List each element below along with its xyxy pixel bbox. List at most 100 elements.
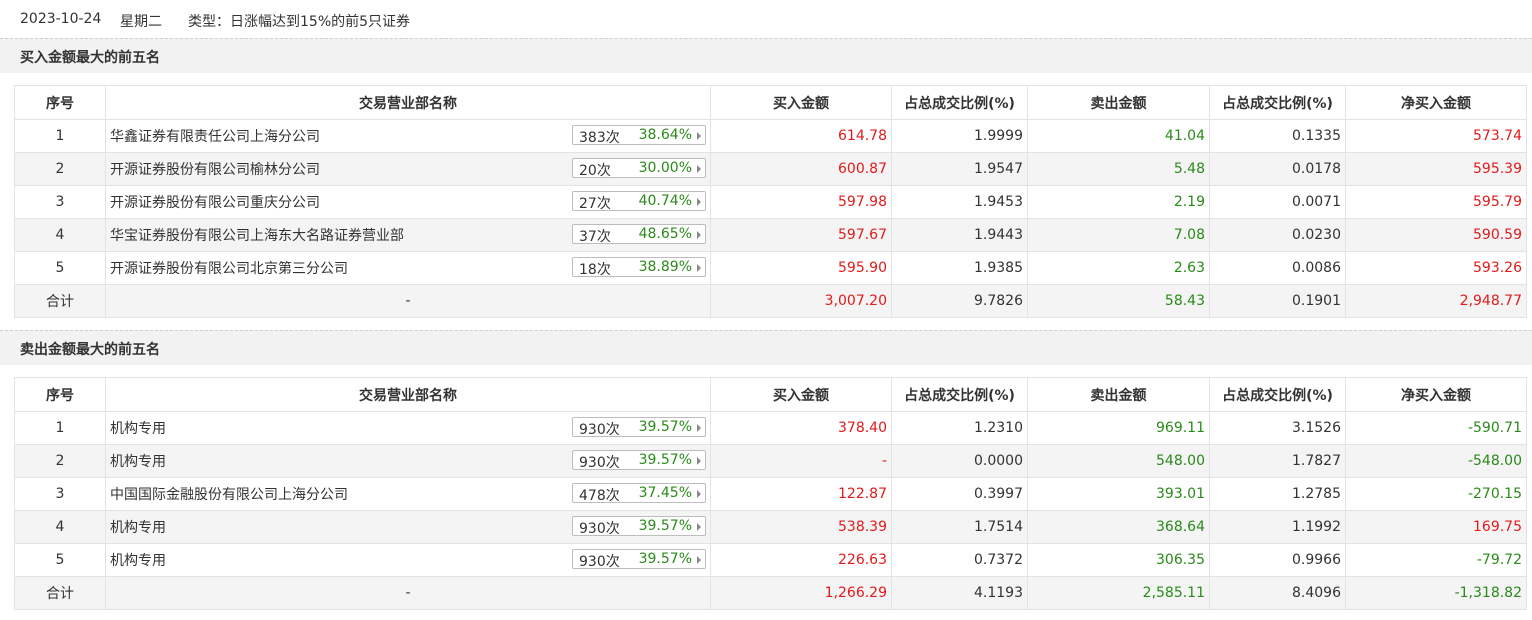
row-index: 5 — [14, 251, 106, 285]
total-sell-amount: 2,585.11 — [1027, 576, 1210, 610]
row-index: 1 — [14, 119, 106, 153]
sell-amount: 7.08 — [1027, 218, 1210, 252]
sell-amount: 5.48 — [1027, 152, 1210, 186]
table-row: 2 开源证券股份有限公司榆林分公司 20次 30.00% 600.87 1.9547 5.4… — [14, 152, 1527, 186]
chevron-right-icon — [697, 424, 701, 432]
broker-cell: 机构专用 930次 39.57% — [105, 510, 711, 544]
sell-ratio: 1.2785 — [1209, 477, 1346, 511]
sell-amount: 2.19 — [1027, 185, 1210, 219]
buy-ratio: 1.7514 — [891, 510, 1028, 544]
sell-ratio: 0.0086 — [1209, 251, 1346, 285]
sell-amount: 2.63 — [1027, 251, 1210, 285]
row-index: 4 — [14, 510, 106, 544]
broker-name-link[interactable]: 开源证券股份有限公司榆林分公司 — [110, 162, 320, 178]
chevron-right-icon — [697, 457, 701, 465]
sell-section-header: 卖出金额最大的前五名 — [0, 330, 1532, 365]
type-label: 类型：日涨幅达到15%的前5只证券 — [188, 14, 411, 30]
total-row: 合计 -1,266.29 4.1193 2,585.11 8.4096 -1,318.82 — [14, 576, 1527, 610]
total-sell-ratio: 8.4096 — [1209, 576, 1346, 610]
buy-ratio: 0.0000 — [891, 444, 1028, 478]
broker-cell: 华鑫证券有限责任公司上海分公司 383次 38.64% — [105, 119, 711, 153]
sell-ratio: 0.0230 — [1209, 218, 1346, 252]
net-buy-amount: 169.75 — [1345, 510, 1527, 544]
total-buy-ratio: 4.1193 — [891, 576, 1028, 610]
listing-count: 37次 — [579, 229, 611, 245]
total-buy-amount: 3,007.20 — [710, 284, 892, 318]
buy-amount: 597.98 — [710, 185, 892, 219]
table-row: 5 机构专用 930次 39.57% 226.63 0.7372 306.35 0.9966-… — [14, 543, 1527, 577]
broker-stats-button[interactable]: 930次 39.57% — [572, 549, 706, 570]
col-header-buy-ratio: 占总成交比例(%) — [891, 85, 1028, 120]
broker-cell: 华宝证券股份有限公司上海东大名路证券营业部 37次 48.65% — [105, 218, 711, 252]
total-broker-placeholder: - — [105, 576, 711, 610]
listing-count: 18次 — [579, 262, 611, 278]
buy-ratio: 1.9547 — [891, 152, 1028, 186]
sell-amount: 969.11 — [1027, 411, 1210, 445]
broker-cell: 开源证券股份有限公司重庆分公司 27次 40.74% — [105, 185, 711, 219]
sell-ratio: 1.1992 — [1209, 510, 1346, 544]
broker-name-link[interactable]: 中国国际金融股份有限公司上海分公司 — [110, 487, 348, 503]
col-header-sell-ratio: 占总成交比例(%) — [1209, 377, 1346, 412]
broker-name-link[interactable]: 机构专用 — [110, 421, 166, 437]
win-rate: 38.64% — [638, 127, 692, 143]
net-buy-amount: -590.71 — [1345, 411, 1527, 445]
broker-name-link[interactable]: 开源证券股份有限公司重庆分公司 — [110, 195, 320, 211]
broker-name-link[interactable]: 开源证券股份有限公司北京第三分公司 — [110, 261, 348, 277]
broker-cell: 机构专用 930次 39.57% — [105, 444, 711, 478]
listing-count: 478次 — [579, 488, 620, 504]
chevron-right-icon — [697, 165, 701, 173]
buy-ratio: 0.7372 — [891, 543, 1028, 577]
col-header-sell-ratio: 占总成交比例(%) — [1209, 85, 1346, 120]
table-row: 1 机构专用 930次 39.57% 378.40 1.2310 969.11 3.1526-… — [14, 411, 1527, 445]
sell-amount: 368.64 — [1027, 510, 1210, 544]
trade-date: 2023-10-24 — [20, 11, 102, 27]
sell-ratio: 1.7827 — [1209, 444, 1346, 478]
chevron-right-icon — [697, 556, 701, 564]
col-header-broker: 交易营业部名称 — [105, 377, 711, 412]
broker-name-link[interactable]: 机构专用 — [110, 454, 166, 470]
col-header-broker: 交易营业部名称 — [105, 85, 711, 120]
buy-ratio: 0.3997 — [891, 477, 1028, 511]
sell-top5-table: 序号 交易营业部名称 买入金额 占总成交比例(%) 卖出金额 占总成交比例(%) 净买入金额… — [14, 377, 1527, 610]
buy-amount: - — [710, 444, 892, 478]
broker-stats-button[interactable]: 37次 48.65% — [572, 224, 706, 245]
broker-stats-button[interactable]: 930次 39.57% — [572, 450, 706, 471]
listing-count: 930次 — [579, 455, 620, 471]
sell-amount: 41.04 — [1027, 119, 1210, 153]
listing-count: 20次 — [579, 163, 611, 179]
broker-name-link[interactable]: 机构专用 — [110, 553, 166, 569]
table-header-row: 序号 交易营业部名称 买入金额 占总成交比例(%) 卖出金额 占总成交比例(%) 净买入金额 — [14, 377, 1527, 412]
broker-name-link[interactable]: 机构专用 — [110, 520, 166, 536]
win-rate: 37.45% — [638, 485, 692, 501]
total-broker-placeholder: - — [105, 284, 711, 318]
broker-stats-button[interactable]: 930次 39.57% — [572, 516, 706, 537]
sell-ratio: 0.0178 — [1209, 152, 1346, 186]
listing-count: 27次 — [579, 196, 611, 212]
broker-stats-button[interactable]: 18次 38.89% — [572, 257, 706, 278]
sell-amount: 306.35 — [1027, 543, 1210, 577]
broker-stats-button[interactable]: 20次 30.00% — [572, 158, 706, 179]
broker-name-link[interactable]: 华鑫证券有限责任公司上海分公司 — [110, 129, 320, 145]
total-row: 合计 -3,007.20 9.7826 58.43 0.1901 2,948.77 — [14, 284, 1527, 318]
broker-cell: 开源证券股份有限公司北京第三分公司 18次 38.89% — [105, 251, 711, 285]
buy-amount: 226.63 — [710, 543, 892, 577]
win-rate: 38.89% — [638, 259, 692, 275]
chevron-right-icon — [697, 523, 701, 531]
broker-name-link[interactable]: 华宝证券股份有限公司上海东大名路证券营业部 — [110, 228, 404, 244]
total-sell-amount: 58.43 — [1027, 284, 1210, 318]
broker-cell: 机构专用 930次 39.57% — [105, 543, 711, 577]
buy-ratio: 1.2310 — [891, 411, 1028, 445]
table-row: 1 华鑫证券有限责任公司上海分公司 383次 38.64% 614.78 1.9999 41… — [14, 119, 1527, 153]
total-net-buy-amount: 2,948.77 — [1345, 284, 1527, 318]
col-header-sell-amount: 卖出金额 — [1027, 85, 1210, 120]
win-rate: 39.57% — [638, 551, 692, 567]
buy-amount: 597.67 — [710, 218, 892, 252]
sell-amount: 393.01 — [1027, 477, 1210, 511]
broker-cell: 中国国际金融股份有限公司上海分公司 478次 37.45% — [105, 477, 711, 511]
chevron-right-icon — [697, 198, 701, 206]
broker-stats-button[interactable]: 930次 39.57% — [572, 417, 706, 438]
net-buy-amount: -79.72 — [1345, 543, 1527, 577]
broker-stats-button[interactable]: 383次 38.64% — [572, 125, 706, 146]
broker-stats-button[interactable]: 27次 40.74% — [572, 191, 706, 212]
broker-stats-button[interactable]: 478次 37.45% — [572, 483, 706, 504]
